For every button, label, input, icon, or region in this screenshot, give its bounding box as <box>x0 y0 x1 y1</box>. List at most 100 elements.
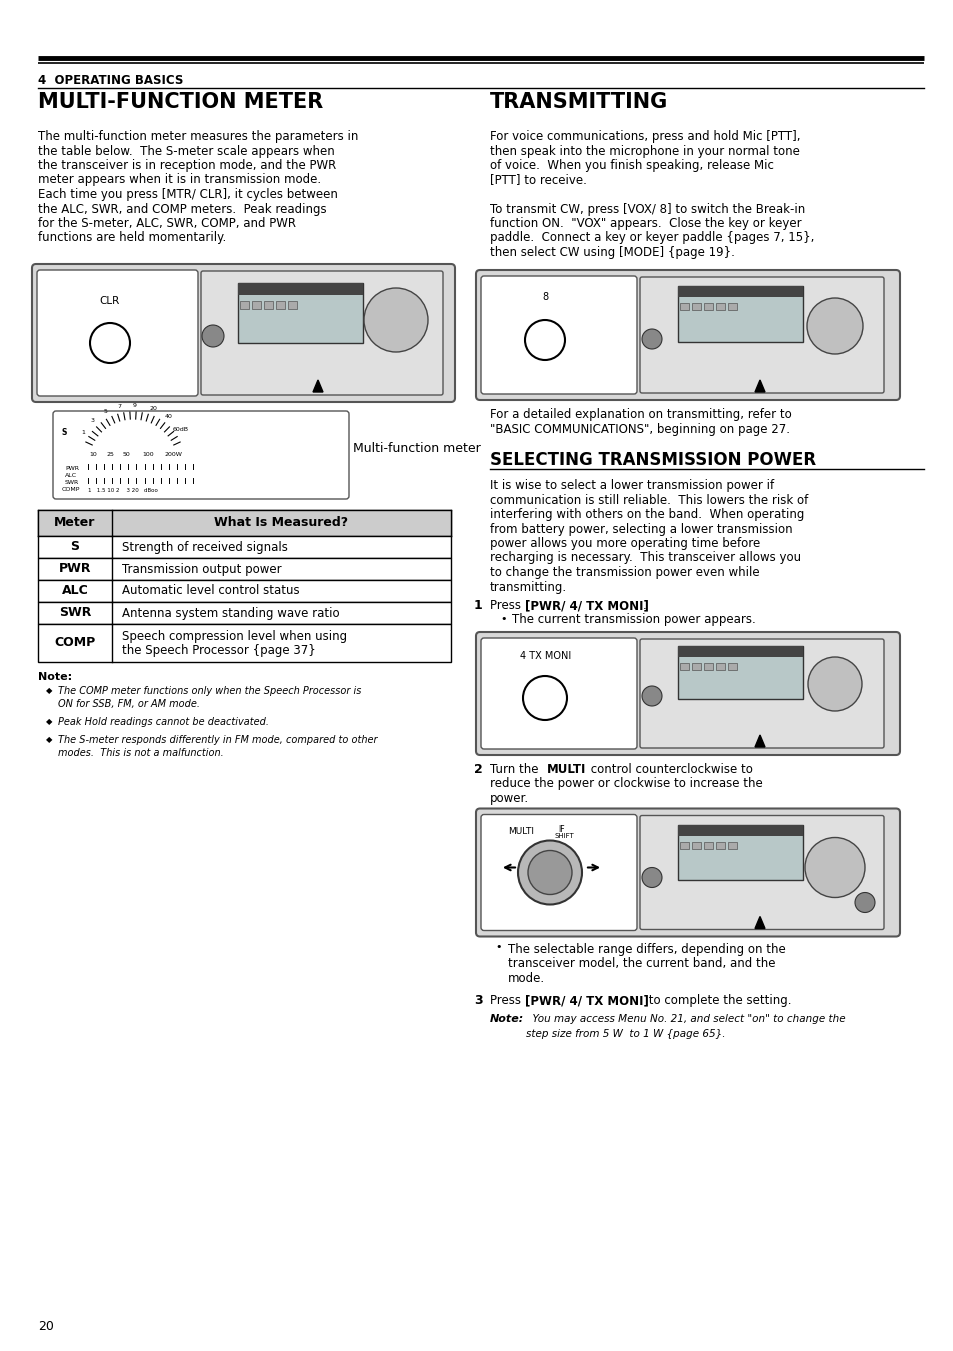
Text: power allows you more operating time before: power allows you more operating time bef… <box>490 536 760 550</box>
FancyBboxPatch shape <box>480 815 637 931</box>
Text: of voice.  When you finish speaking, release Mic: of voice. When you finish speaking, rele… <box>490 159 773 172</box>
FancyBboxPatch shape <box>639 639 883 748</box>
Circle shape <box>804 838 864 897</box>
Text: control counterclockwise to: control counterclockwise to <box>586 763 752 775</box>
Bar <box>38 509 451 536</box>
Text: 60dB: 60dB <box>172 427 189 432</box>
Text: Automatic level control status: Automatic level control status <box>122 585 299 597</box>
Text: KENWOOD: KENWOOD <box>682 288 720 293</box>
Text: It is wise to select a lower transmission power if: It is wise to select a lower transmissio… <box>490 480 773 492</box>
Text: COMP: COMP <box>62 486 80 492</box>
Bar <box>727 842 737 848</box>
Text: The selectable range differs, depending on the: The selectable range differs, depending … <box>507 943 785 955</box>
Circle shape <box>90 323 130 363</box>
Bar <box>38 603 451 624</box>
Bar <box>691 663 700 670</box>
Bar <box>237 282 363 295</box>
Circle shape <box>522 676 566 720</box>
Text: You may access Menu No. 21, and select "on" to change the: You may access Menu No. 21, and select "… <box>525 1015 844 1024</box>
Text: ALC: ALC <box>65 473 77 478</box>
Circle shape <box>854 893 874 912</box>
Text: meter appears when it is in transmission mode.: meter appears when it is in transmission… <box>38 173 321 186</box>
Text: recharging is necessary.  This transceiver allows you: recharging is necessary. This transceive… <box>490 551 801 565</box>
Bar <box>679 303 688 309</box>
Bar <box>678 646 802 698</box>
Bar <box>679 663 688 670</box>
FancyBboxPatch shape <box>639 277 883 393</box>
Text: For a detailed explanation on transmitting, refer to: For a detailed explanation on transmitti… <box>490 408 791 422</box>
Text: reduce the power or clockwise to increase the: reduce the power or clockwise to increas… <box>490 777 762 790</box>
Text: Speech compression level when using: Speech compression level when using <box>122 630 347 643</box>
Text: Each time you press [MTR/ CLR], it cycles between: Each time you press [MTR/ CLR], it cycle… <box>38 188 337 201</box>
Text: the ALC, SWR, and COMP meters.  Peak readings: the ALC, SWR, and COMP meters. Peak read… <box>38 203 326 216</box>
Text: IF: IF <box>558 824 564 834</box>
Text: PWR: PWR <box>65 466 79 471</box>
Bar <box>275 301 285 309</box>
Text: SWR: SWR <box>65 480 79 485</box>
Text: 1: 1 <box>81 430 85 435</box>
Text: •: • <box>495 943 501 952</box>
Text: modes.  This is not a malfunction.: modes. This is not a malfunction. <box>58 748 224 758</box>
Polygon shape <box>754 916 764 928</box>
Text: [PTT] to receive.: [PTT] to receive. <box>490 173 586 186</box>
Bar <box>691 303 700 309</box>
Circle shape <box>641 686 661 707</box>
Text: ◆: ◆ <box>46 717 52 725</box>
Circle shape <box>641 330 661 349</box>
FancyBboxPatch shape <box>639 816 883 929</box>
Bar <box>252 301 261 309</box>
Text: 1: 1 <box>474 598 482 612</box>
Polygon shape <box>754 735 764 747</box>
FancyBboxPatch shape <box>53 411 349 499</box>
Text: For voice communications, press and hold Mic [PTT],: For voice communications, press and hold… <box>490 130 800 143</box>
Text: for the S-meter, ALC, SWR, COMP, and PWR: for the S-meter, ALC, SWR, COMP, and PWR <box>38 218 295 230</box>
Text: Note:: Note: <box>38 671 72 682</box>
Text: MULTI: MULTI <box>546 763 586 775</box>
Text: PWR: PWR <box>529 692 559 704</box>
Text: CLR: CLR <box>100 296 120 305</box>
Text: MULTI: MULTI <box>507 827 534 835</box>
Text: 9: 9 <box>132 403 137 408</box>
Text: from battery power, selecting a lower transmission: from battery power, selecting a lower tr… <box>490 523 792 535</box>
Text: TRANSMITTING: TRANSMITTING <box>490 92 667 112</box>
Polygon shape <box>313 380 323 392</box>
Text: 3: 3 <box>91 419 94 423</box>
Text: 8: 8 <box>541 292 547 303</box>
Text: ON for SSB, FM, or AM mode.: ON for SSB, FM, or AM mode. <box>58 698 200 709</box>
Text: the transceiver is in reception mode, and the PWR: the transceiver is in reception mode, an… <box>38 159 335 172</box>
Text: functions are held momentarily.: functions are held momentarily. <box>38 231 226 245</box>
Bar <box>679 842 688 848</box>
Circle shape <box>641 867 661 888</box>
Text: step size from 5 W  to 1 W {page 65}.: step size from 5 W to 1 W {page 65}. <box>525 1029 724 1039</box>
Polygon shape <box>754 380 764 392</box>
Text: KENWOOD: KENWOOD <box>682 827 720 831</box>
Text: then speak into the microphone in your normal tone: then speak into the microphone in your n… <box>490 145 799 158</box>
Circle shape <box>527 851 572 894</box>
Text: interfering with others on the band.  When operating: interfering with others on the band. Whe… <box>490 508 803 521</box>
Text: transmitting.: transmitting. <box>490 581 566 593</box>
Bar <box>38 580 451 603</box>
Text: PWR: PWR <box>59 562 91 576</box>
Text: Press: Press <box>490 598 524 612</box>
Bar <box>678 824 802 835</box>
Bar <box>703 663 712 670</box>
Text: S: S <box>71 540 79 554</box>
Bar <box>678 286 802 342</box>
Bar <box>38 558 451 580</box>
Text: Note:: Note: <box>490 1015 524 1024</box>
Bar <box>678 646 802 657</box>
Bar <box>678 286 802 297</box>
Bar <box>716 842 724 848</box>
Text: Strength of received signals: Strength of received signals <box>122 540 288 554</box>
Text: SHIFT: SHIFT <box>555 832 574 839</box>
Text: to change the transmission power even while: to change the transmission power even wh… <box>490 566 759 580</box>
Bar <box>288 301 296 309</box>
Text: KENWOOD: KENWOOD <box>682 648 720 653</box>
Bar <box>703 303 712 309</box>
Text: ◆: ◆ <box>46 735 52 744</box>
Text: 7: 7 <box>117 404 122 409</box>
Text: ALC: ALC <box>62 585 89 597</box>
Text: the table below.  The S-meter scale appears when: the table below. The S-meter scale appea… <box>38 145 335 158</box>
Text: The current transmission power appears.: The current transmission power appears. <box>512 613 755 627</box>
Text: transceiver model, the current band, and the: transceiver model, the current band, and… <box>507 957 775 970</box>
